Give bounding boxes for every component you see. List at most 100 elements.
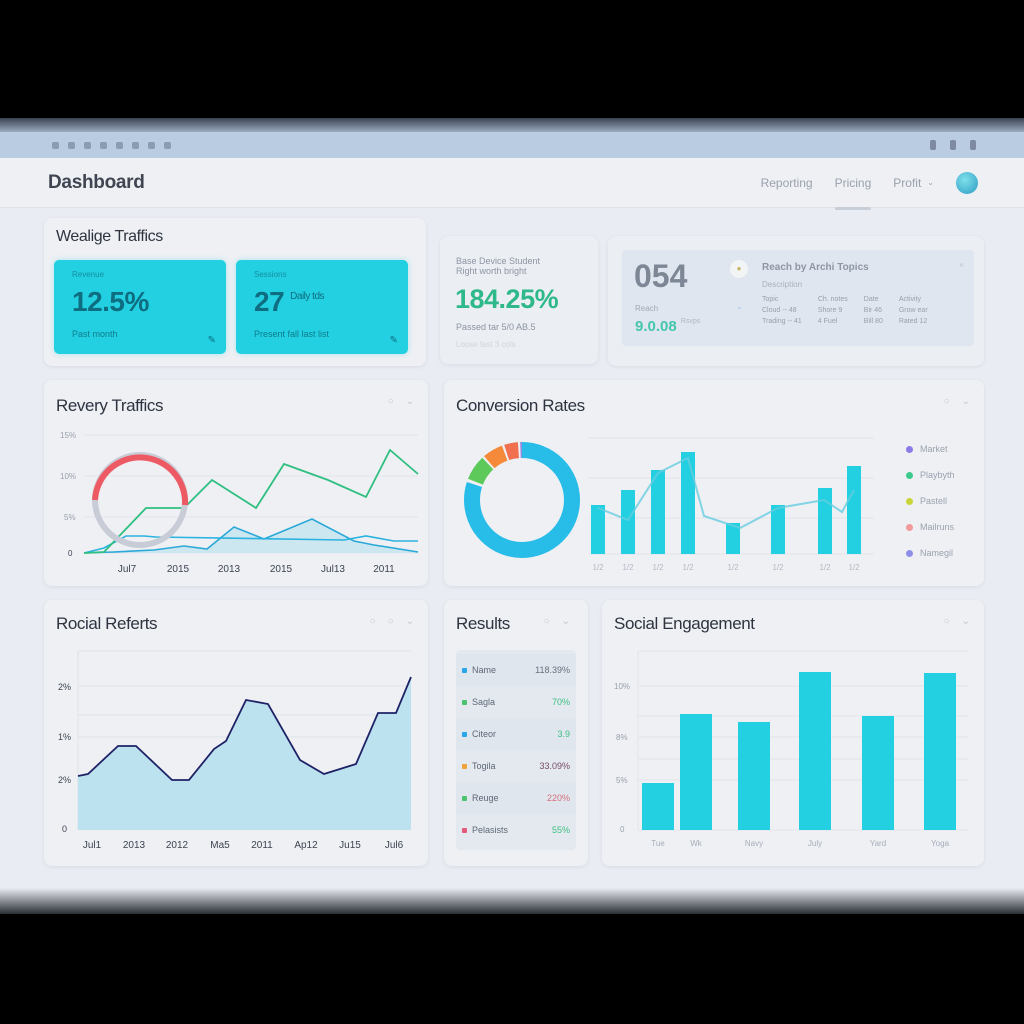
report-column: Topic Cloud -- 48 Trading -- 41 [762, 294, 802, 327]
list-item[interactable]: Citeor 3.9 [456, 718, 576, 750]
info-icon[interactable]: ○ [543, 616, 550, 627]
page-title: Dashboard [48, 171, 145, 193]
result-name: Citeor [472, 729, 497, 739]
close-icon[interactable] [970, 140, 976, 150]
legend-item[interactable]: Namegil [906, 540, 955, 566]
cell: Date [863, 296, 879, 303]
maximize-icon[interactable] [950, 140, 956, 150]
card-title: Wealige Traffics [56, 228, 163, 245]
svg-text:Jul1: Jul1 [83, 840, 102, 851]
list-item[interactable]: Sagla 70% [456, 686, 576, 718]
svg-text:2011: 2011 [373, 564, 395, 575]
cell: Bill 80 [863, 318, 883, 325]
tab-icon[interactable] [52, 141, 59, 149]
browser-toolbar [0, 132, 1024, 158]
cell: Topic [762, 296, 779, 303]
chevron-down-icon[interactable]: ⌄ [405, 396, 414, 407]
legend-label: Pastell [920, 496, 948, 506]
cell: Grow ear [898, 307, 928, 314]
kpi-card-revenue[interactable]: Revenue 12.5% Past month ✎ [54, 260, 226, 354]
cell: Trading -- 41 [762, 318, 802, 325]
edit-icon[interactable]: ✎ [207, 335, 216, 346]
list-item[interactable]: Name 118.39% [456, 654, 576, 686]
close-icon[interactable]: × [958, 260, 964, 270]
svg-text:0: 0 [620, 825, 625, 834]
tab-icon[interactable] [132, 141, 139, 149]
swatch [462, 763, 467, 769]
report-icon: ● [730, 260, 748, 278]
legend-swatch [906, 445, 913, 453]
svg-text:Ju15: Ju15 [339, 840, 361, 851]
svg-text:5%: 5% [616, 776, 628, 785]
swatch [462, 795, 467, 801]
svg-text:Jul6: Jul6 [385, 840, 404, 851]
kpi-value: 27 Daily tds [254, 286, 325, 318]
legend-swatch [906, 471, 913, 479]
svg-text:Jul7: Jul7 [118, 564, 137, 575]
cell: Rated 12 [898, 318, 928, 325]
chevron-down-icon: ⌄ [927, 178, 934, 187]
result-value: 70% [551, 697, 570, 707]
nav-reporting[interactable]: Reporting [761, 170, 813, 196]
kpi-label: Sessions [254, 270, 287, 279]
legend-swatch [906, 549, 913, 557]
tab-icon[interactable] [148, 141, 155, 149]
svg-text:2013: 2013 [218, 564, 241, 575]
info-icon[interactable]: ○ [943, 616, 950, 627]
social-engagement-card: Social Engagement ○ ⌄ 10% 8% 5% 0 [602, 600, 984, 866]
kpi-card-sessions[interactable]: Sessions 27 Daily tds Present fall last l… [236, 260, 408, 354]
result-value: 220% [546, 793, 570, 803]
svg-text:2%: 2% [58, 682, 71, 692]
tab-icon[interactable] [68, 141, 75, 149]
legend-label: Market [920, 444, 948, 454]
info-icon[interactable]: ○ [387, 396, 394, 407]
conversion-legend: Market Playbyth Pastell Mailruns Namegil [906, 436, 955, 566]
result-value: 33.09% [539, 761, 570, 771]
small-value-unit: Rsvps [680, 318, 701, 325]
list-item[interactable]: Togila 33.09% [456, 750, 576, 782]
info-icon[interactable]: ○ [369, 616, 376, 627]
svg-text:10%: 10% [60, 472, 76, 481]
nav-pricing[interactable]: Pricing [834, 170, 871, 210]
website-traffic-card: Wealige Traffics Revenue 12.5% Past mont… [44, 218, 426, 366]
result-value: 118.39% [535, 665, 570, 675]
chevron-down-icon[interactable]: ⌄ [405, 616, 414, 627]
cell: Activity [898, 296, 922, 303]
report-column: Activity Grow ear Rated 12 [899, 294, 928, 327]
kpi-label: Revenue [72, 270, 105, 279]
avatar[interactable] [956, 171, 978, 194]
svg-text:1/2: 1/2 [592, 563, 604, 572]
chevron-down-icon[interactable]: ⌄ [561, 616, 570, 627]
tab-icon[interactable] [100, 141, 107, 149]
legend-item[interactable]: Mailruns [906, 514, 955, 540]
browser-tabs[interactable] [52, 141, 171, 149]
legend-item[interactable]: Market [906, 436, 955, 462]
svg-text:1/2: 1/2 [727, 563, 739, 572]
svg-text:1/2: 1/2 [819, 563, 831, 572]
svg-text:2015: 2015 [270, 564, 293, 575]
edit-icon[interactable]: ✎ [389, 335, 398, 346]
expand-icon[interactable]: ⌄ [736, 302, 743, 311]
kpi-number: 27 [254, 286, 285, 317]
list-item[interactable]: Pelasists 55% [456, 814, 576, 846]
card-controls: ○ ⌄ [944, 396, 970, 407]
svg-text:1/2: 1/2 [622, 563, 634, 572]
recovery-traffic-card: Revery Traffics ○ ⌄ 15% 10% 5% 0 [44, 380, 428, 586]
chevron-down-icon[interactable]: ⌄ [961, 396, 970, 407]
legend-item[interactable]: Pastell [906, 488, 955, 514]
info-icon[interactable]: ○ [943, 396, 950, 407]
result-value: 3.9 [557, 729, 570, 739]
card-title: Results [456, 614, 510, 633]
tab-icon[interactable] [84, 141, 91, 149]
tab-icon[interactable] [164, 141, 171, 149]
legend-item[interactable]: Playbyth [906, 462, 955, 488]
more-icon[interactable]: ○ [387, 616, 394, 627]
chevron-down-icon[interactable]: ⌄ [961, 616, 970, 627]
svg-text:2012: 2012 [166, 840, 189, 851]
list-item[interactable]: Reuge 220% [456, 782, 576, 814]
svg-text:July: July [808, 839, 822, 848]
tab-icon[interactable] [116, 141, 123, 149]
minimize-icon[interactable] [930, 140, 936, 150]
result-name: Sagla [472, 697, 496, 707]
nav-profit-dropdown[interactable]: Profit ⌄ [893, 170, 934, 196]
